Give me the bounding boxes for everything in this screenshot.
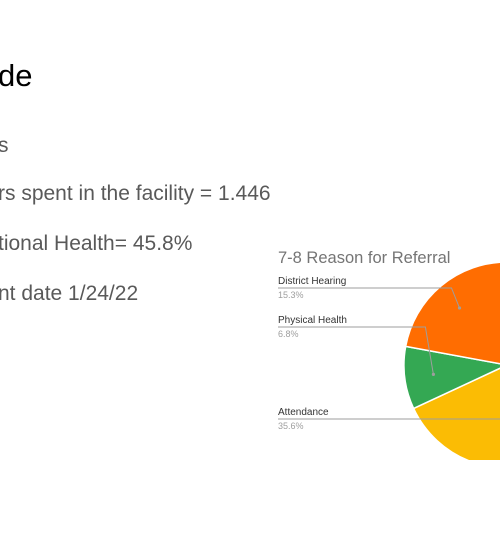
bullet-text: rs spent in the facility = 1.446: [0, 182, 271, 205]
bullet-text: tional Health= 45.8%: [0, 232, 193, 255]
pie-labels: Attendance 35.6% Physical Health 6.8% Distri…: [278, 276, 347, 431]
pie-slice: [412, 367, 500, 460]
leader-line: [278, 287, 460, 309]
slide-title: de: [0, 58, 33, 93]
bullet-text: nt date 1/24/22: [0, 282, 139, 305]
slice-percent-label: 6.8%: [278, 329, 299, 339]
slice-label: Attendance: [278, 407, 329, 418]
leader-line: [278, 418, 500, 420]
referral-pie-chart: 7-8 Reason for Referral Attendance 35.6% P…: [278, 249, 500, 460]
pie-slice: [404, 261, 500, 365]
leader-dot: [457, 306, 462, 310]
slice-label: District Hearing: [278, 276, 346, 287]
pie-leader-lines: [278, 287, 500, 420]
leader-line: [278, 326, 434, 375]
bullet-text: s: [0, 134, 9, 157]
slice-percent-label: 35.6%: [278, 421, 304, 431]
slice-label: Physical Health: [278, 315, 347, 326]
leader-dot: [431, 372, 435, 376]
chart-title: 7-8 Reason for Referral: [278, 249, 450, 267]
pie-slices: [403, 261, 500, 460]
slice-percent-label: 15.3%: [278, 290, 304, 300]
